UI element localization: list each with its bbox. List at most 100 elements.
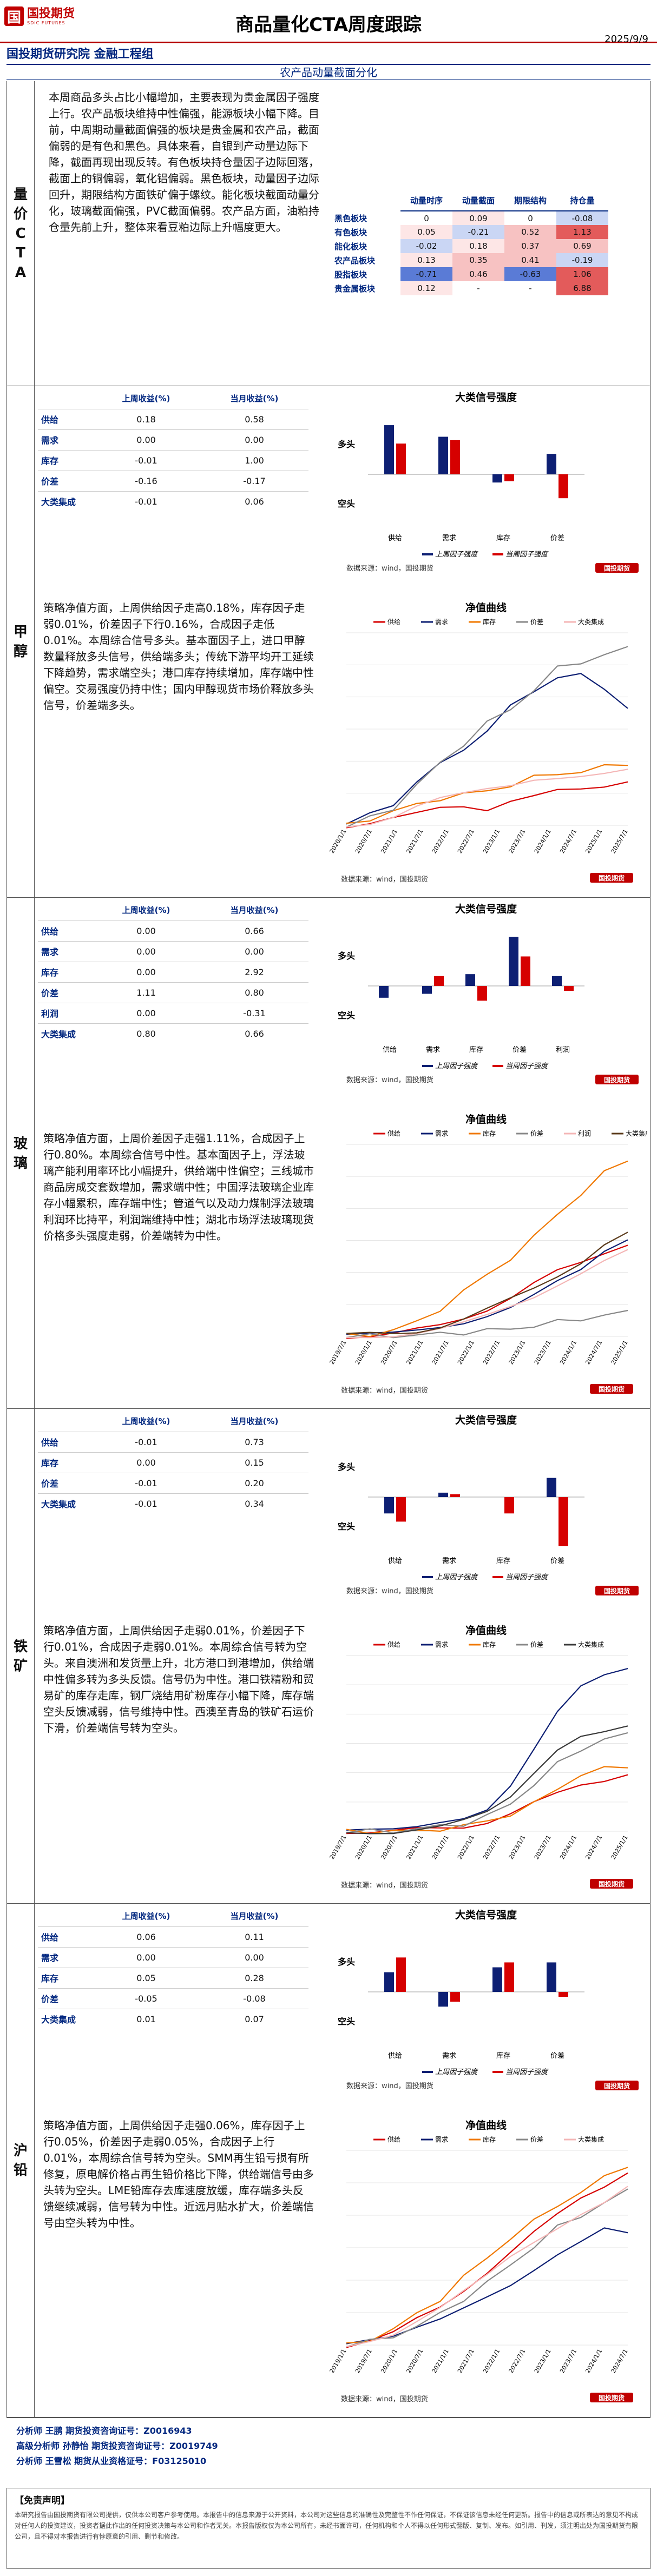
stats-month: 0.11: [245, 1931, 264, 1942]
stats-row-name: 价差: [41, 1994, 59, 2004]
nav-x-tick: 2025/1/1: [610, 1834, 629, 1860]
heat-row-name: 黑色板块: [334, 213, 367, 223]
stats-col-header: 上周收益(%): [122, 1911, 170, 1922]
org-name: 国投期货研究院 金融工程组: [6, 48, 154, 61]
nav-x-tick: 2020/1/1: [328, 828, 348, 855]
stats-row: 利润 0.00 -0.31: [38, 1003, 308, 1023]
commodity-section: [6, 898, 651, 1409]
signal-bar-this: [504, 474, 514, 481]
overview-label-char: 量: [13, 187, 28, 203]
stats-last-week: 0.18: [136, 414, 156, 425]
nav-x-tick: 2021/7/1: [456, 2348, 476, 2374]
nav-x-tick: 2023/1/1: [508, 1339, 527, 1366]
signal-ylabel-long: 多头: [338, 1462, 355, 1472]
logo-text: 国投期货: [27, 6, 75, 21]
signal-bar-last: [552, 976, 562, 986]
nav-x-tick: 2022/1/1: [456, 1834, 476, 1860]
stats-row-name: 需求: [41, 1953, 59, 1963]
signal-ylabel-short: 空头: [338, 1521, 355, 1532]
commodity-label-char: 铅: [13, 2162, 28, 2178]
heat-corner: [331, 190, 400, 211]
nav-x-tick: 2021/1/1: [405, 1834, 424, 1860]
disclaimer-text: 本研究报告由国投期货有限公司提供，仅供本公司客户参考使用。本报告中的信息来源于公…: [15, 2511, 639, 2540]
stats-col-header: 上周收益(%): [122, 1416, 170, 1427]
disclaimer-title: 【免责声明】: [15, 2495, 70, 2506]
signal-source: 数据来源：wind，国投期货: [346, 2082, 433, 2090]
nav-series-line: [346, 1766, 628, 1835]
heat-col-header: 动量截面: [452, 190, 504, 211]
heat-row-name: 有色板块: [334, 227, 367, 237]
nav-legend-label: 价差: [530, 618, 543, 626]
stats-month: 0.06: [245, 496, 264, 507]
signal-bar-last: [547, 1478, 556, 1497]
stats-corner: [38, 900, 92, 921]
nav-chart: 净值曲线 供给 需求 库存 价差 大类集成 2019/1/1 2019/7/1 2020/1/1…: [325, 2117, 647, 2412]
stats-row: 供给 -0.01 0.73: [38, 1432, 308, 1452]
nav-legend-label: 需求: [435, 618, 448, 626]
signal-bar-last: [438, 1992, 448, 2007]
nav-x-tick: 2024/1/1: [559, 1834, 578, 1860]
nav-x-tick: 2021/1/1: [431, 2348, 450, 2374]
signal-chart-title: 大类信号强度: [455, 1414, 517, 1426]
logo-mini-icon: [590, 2393, 633, 2402]
heat-row-name: 能化板块: [334, 241, 367, 251]
signal-bar-this: [477, 986, 487, 1001]
nav-x-tick: 2023/7/1: [559, 2348, 578, 2374]
nav-chart-svg: 供给 需求 库存 价差 利润 大类集成 2019/7/1 2020/1/1 2020/7/1 20…: [328, 1129, 652, 1395]
nav-series-line: [346, 1160, 628, 1337]
stats-row-name: 大类集成: [41, 1029, 76, 1040]
nav-series-line: [346, 1725, 628, 1835]
stats-month: 0.00: [245, 434, 264, 445]
stats-last-week: -0.16: [135, 475, 157, 486]
nav-series-line: [346, 2172, 628, 2348]
nav-x-tick: 2020/7/1: [379, 1834, 399, 1860]
commodity-label-char: 矿: [13, 1658, 28, 1674]
signal-bar-this: [450, 1992, 460, 2002]
nav-legend-label: 需求: [435, 1641, 448, 1648]
legend-last-label: 上周因子强度: [435, 1062, 478, 1070]
nav-series-line: [346, 673, 628, 825]
commodity-label-cell: 铁矿: [6, 1409, 35, 1904]
nav-legend-label: 大类集成: [578, 618, 604, 626]
stats-last-week: -0.01: [135, 1478, 157, 1488]
heat-cell: 0.37: [504, 239, 556, 253]
nav-series-line: [346, 769, 628, 828]
logo-mini-icon: [590, 873, 633, 883]
signal-bar-last: [384, 1972, 394, 1992]
nav-chart-svg: 供给 需求 库存 价差 大类集成 2019/1/1 2019/7/1 2020/1/1 2020…: [328, 2135, 633, 2403]
logo-mini-text: 国投期货: [604, 1587, 630, 1595]
stats-row-name: 库存: [41, 456, 59, 466]
signal-cat-label: 供给: [383, 1046, 397, 1054]
signal-bar-last: [438, 436, 448, 474]
overview-label-char: T: [16, 245, 25, 261]
logo-mini-text: 国投期货: [604, 564, 630, 572]
signal-cat-label: 供给: [388, 1557, 402, 1565]
heat-cell: 0.46: [452, 267, 504, 281]
nav-chart: 净值曲线 供给 需求 库存 价差 大类集成 2019/7/1 2020/1/1 2020/7/1…: [325, 1623, 647, 1898]
nav-x-tick: 2020/1/1: [379, 2348, 399, 2374]
stats-row: 供给 0.18 0.58: [38, 409, 308, 429]
nav-legend-label: 需求: [435, 1130, 448, 1137]
signal-bar-this: [504, 1497, 514, 1514]
stats-row: 价差 -0.16 -0.17: [38, 471, 308, 491]
stats-row: 库存 -0.01 1.00: [38, 450, 308, 471]
signal-bar-this: [564, 986, 574, 991]
logo-mini-text: 国投期货: [599, 874, 625, 882]
stats-last-week: -0.05: [135, 1993, 157, 2004]
commodity-label-cell: 甲醇: [6, 386, 35, 898]
nav-legend-label: 供给: [387, 2136, 400, 2143]
heat-cell: -0.21: [452, 225, 504, 239]
heat-row: 有色板块 0.05 -0.21 0.52 1.13: [331, 225, 608, 239]
nav-legend-label: 大类集成: [578, 1640, 604, 1648]
section-heading: 农产品动量截面分化: [6, 64, 651, 80]
signal-source: 数据来源：wind，国投期货: [346, 564, 433, 573]
nav-x-tick: 2024/1/1: [533, 828, 553, 855]
stats-corner: [38, 1411, 92, 1432]
logo-mini-icon: [595, 2081, 639, 2090]
signal-cat-label: 需求: [442, 1557, 456, 1565]
signal-cat-label: 价差: [550, 534, 564, 542]
signal-bar-this: [504, 1962, 514, 1992]
signal-cat-label: 价差: [550, 1557, 564, 1565]
